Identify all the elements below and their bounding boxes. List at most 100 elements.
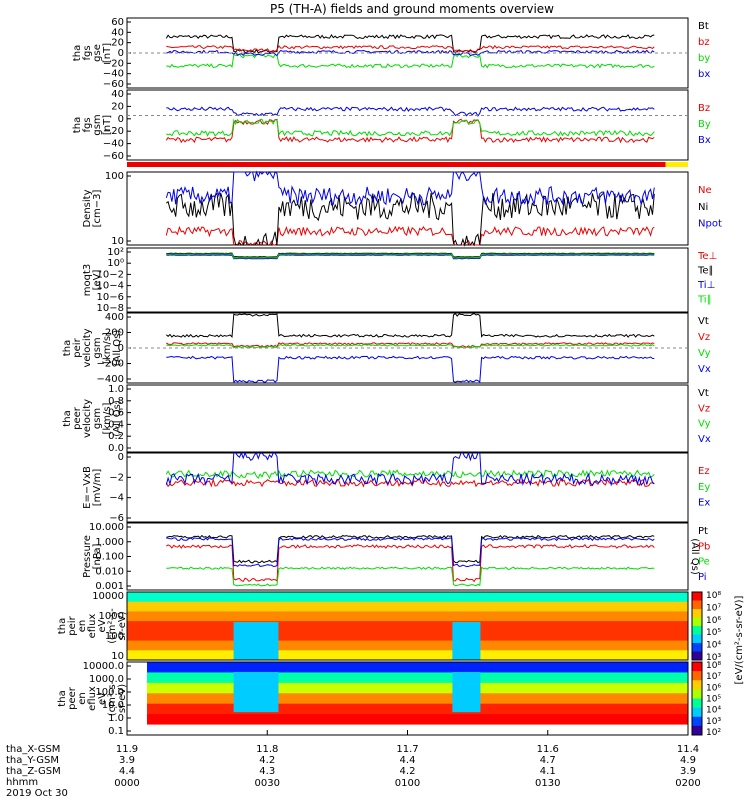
ytick-label: 0.010 xyxy=(95,566,124,577)
ytick-label: 40 xyxy=(111,89,124,100)
ytick-label: 10−6 xyxy=(97,292,124,303)
orbit-value: 4.7 xyxy=(540,755,556,766)
ytick-label: 0.8 xyxy=(108,396,124,407)
ytick-label: 1.0 xyxy=(108,384,124,395)
time-tick: 0200 xyxy=(675,778,700,789)
ytick-label: 0.0 xyxy=(108,443,124,454)
legend-3: Pi xyxy=(698,572,707,583)
ylabel-line: sr-eV) xyxy=(117,684,128,713)
ytick-label: 60 xyxy=(111,17,124,28)
orbit-value: 11.7 xyxy=(396,744,418,755)
ytick-label: 10000.0 xyxy=(83,661,124,672)
ytick-label: 10000 xyxy=(92,591,124,602)
time-tick: 0130 xyxy=(535,778,560,789)
panel-frame xyxy=(126,384,689,453)
panel-frame xyxy=(126,171,689,246)
orbit-value: 11.9 xyxy=(116,744,138,755)
orbit-row-label: tha_X-GSM xyxy=(6,744,60,755)
figure-title: P5 (TH-A) fields and ground moments over… xyxy=(270,2,554,16)
panel-frame xyxy=(126,247,689,313)
extra-label: (All Qs) xyxy=(689,538,700,575)
ylabel-line: eflux xyxy=(87,686,98,711)
series-Ez xyxy=(165,477,655,488)
ytick-label: −20 xyxy=(103,126,124,137)
colorbar-tick: 10⁶ xyxy=(706,683,721,693)
ytick-label: 100.0 xyxy=(95,687,124,698)
ylabel: tha peir en eflux eV (cm²-s-sr-eV) xyxy=(57,608,128,644)
series-Pi xyxy=(166,537,655,568)
legend-2: Ti⊥ xyxy=(697,280,715,291)
ytick-label: 10−4 xyxy=(97,281,124,292)
legend-0: Vt xyxy=(698,388,709,399)
ytick-label: 10 xyxy=(111,651,124,662)
ylabel-line: (cm²-s- xyxy=(107,680,118,716)
ylabel-line: [nT] xyxy=(102,43,113,63)
panel-9: 10000 1000 100 10 tha peir en eflux eV (cm²-s-sr-… xyxy=(57,591,689,662)
colorbar-label: [eV/(cm²-s-sr-eV)] xyxy=(734,595,745,684)
ylabel-line: sr-eV) xyxy=(117,611,128,640)
ylabel-line: tha xyxy=(72,117,83,133)
series-by xyxy=(166,53,655,69)
orbit-row-label: hhmm xyxy=(6,777,38,788)
legend-0: Pt xyxy=(698,526,708,537)
colorbar-tick: 10⁶ xyxy=(706,616,721,626)
series-Bx xyxy=(166,106,655,117)
ylabel-line: fgs xyxy=(82,45,93,60)
legend-1: bz xyxy=(698,37,710,48)
ylabel: tha fgs gse [nT] xyxy=(72,43,113,63)
ytick-label: −40 xyxy=(103,69,124,80)
ylabel-line: gsm xyxy=(92,337,103,358)
legend-1: By xyxy=(698,119,711,130)
ytick-label: 10.000 xyxy=(89,522,124,533)
ytick-label: −20 xyxy=(103,58,124,69)
legend-2: Pe xyxy=(698,557,710,568)
ylabel-line: (All Qs) xyxy=(112,400,123,437)
legend-0: Vt xyxy=(698,316,709,327)
orbit-value: 3.9 xyxy=(680,766,696,777)
ylabel-line: [km/s] xyxy=(102,402,113,434)
mode-bar xyxy=(127,162,666,167)
ytick-label: −2 xyxy=(109,472,124,483)
colorbar-tick: 10⁵ xyxy=(706,628,721,638)
ytick-label: 200 xyxy=(105,328,124,339)
ylabel-line: tha xyxy=(72,45,83,61)
legend-2: Bx xyxy=(698,135,711,146)
ylabel-line: [nT] xyxy=(102,115,113,135)
orbit-value: 4.2 xyxy=(259,755,275,766)
ylabel-line: fgs xyxy=(82,117,93,132)
series-Bt xyxy=(165,33,655,54)
lobe-interval xyxy=(233,622,279,660)
series-Ey xyxy=(165,469,655,480)
series-Ti∥ xyxy=(166,253,655,259)
ytick-label: 100 xyxy=(105,171,124,182)
ytick-label: −40 xyxy=(103,139,124,150)
legend-0: Bt xyxy=(698,21,709,32)
lobe-interval xyxy=(233,672,279,713)
series-Ni xyxy=(165,191,655,247)
panel-3: 100 10 Density [cm−3] Ne Ni Npot xyxy=(82,170,722,247)
legend-2: by xyxy=(698,53,710,64)
ytick-label: 10² xyxy=(107,247,124,258)
orbit-value: 11.8 xyxy=(256,744,278,755)
colorbar-tick: 10² xyxy=(706,728,721,738)
series-By xyxy=(166,118,655,137)
series-Pe xyxy=(166,566,655,587)
ylabel-line: velocity xyxy=(82,399,93,438)
legend-2: Vy xyxy=(698,419,711,430)
ylabel-line: tha xyxy=(62,340,73,356)
footer-date: 2019 Oct 30 xyxy=(6,788,68,799)
ylabel-line: gsm xyxy=(92,408,103,429)
ylabel-line: gse xyxy=(92,44,103,62)
ytick-label: 40 xyxy=(111,27,124,38)
panel-10: 10000.0 1000.0 100.0 10.0 1.0 0.1 tha peer en efl… xyxy=(57,661,689,737)
ytick-label: 0.2 xyxy=(108,431,124,442)
ytick-label: 1.000 xyxy=(95,537,124,548)
ytick-label: 1000 xyxy=(99,611,124,622)
series-Vz xyxy=(166,342,655,348)
orbit-value: 11.4 xyxy=(677,744,699,755)
lobe-interval xyxy=(452,622,481,660)
series-Vy xyxy=(166,344,655,349)
ylabel: tha fgs gsm [nT] xyxy=(72,114,113,135)
ytick-label: 0 xyxy=(118,343,124,354)
